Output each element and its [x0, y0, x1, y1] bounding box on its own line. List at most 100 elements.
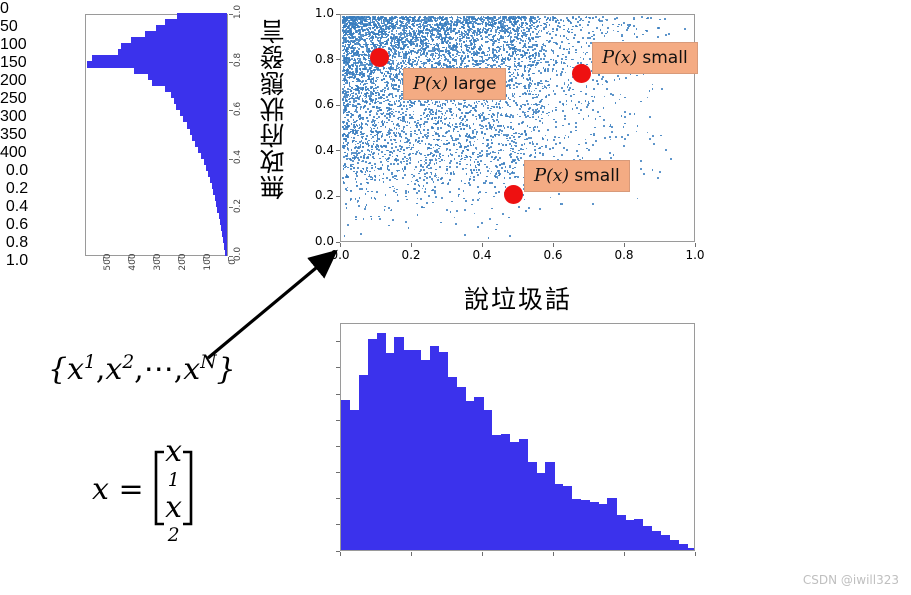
bottom-histogram-x-ticks: 0.0 0.2 0.4 0.6 0.8 1.0 — [0, 162, 911, 556]
bottom-histogram-y-tickmark — [336, 524, 340, 526]
bottom-histogram-bar — [607, 498, 617, 550]
formula-comma-1: , — [96, 352, 106, 387]
scatter-y-tick: 0.2 — [306, 188, 334, 202]
bottom-histogram-bar — [589, 501, 599, 550]
left-histogram-bar — [206, 164, 227, 171]
left-histogram-y-tickmark — [229, 61, 233, 63]
bottom-histogram-x-tick: 0.2 — [0, 180, 34, 198]
bottom-histogram-bar — [598, 504, 608, 550]
bottom-histogram-x-tickmark — [481, 552, 483, 556]
annotation-argument: (x) — [546, 166, 569, 186]
bottom-histogram-bar — [616, 515, 626, 550]
bottom-histogram-bar — [358, 375, 369, 550]
scatter-y-tick: 0.6 — [306, 97, 334, 111]
bottom-histogram-bar — [385, 352, 395, 550]
annotation-p-small-1: P(x) small — [592, 42, 698, 74]
bottom-histogram-y-tick: 400 — [0, 144, 32, 162]
left-histogram-bar — [121, 43, 227, 50]
left-histogram-bar — [117, 49, 227, 56]
bottom-histogram-y-tickmark — [336, 445, 340, 447]
formula-brace-open: { — [48, 352, 67, 387]
left-histogram-bar — [164, 19, 227, 26]
bottom-histogram-y-tickmark — [336, 367, 340, 369]
bottom-histogram-bar — [349, 410, 360, 550]
bottom-histogram-bar — [580, 499, 591, 550]
vector-lhs: x — [92, 472, 109, 507]
left-histogram-bar — [201, 152, 227, 159]
highlight-point — [369, 47, 389, 67]
bottom-histogram-bar — [341, 399, 351, 550]
bottom-histogram-x-tickmark — [694, 552, 696, 556]
annotation-text: small — [637, 48, 687, 68]
left-histogram-bar — [186, 121, 227, 129]
bottom-histogram-bar — [669, 539, 679, 550]
bottom-histogram-frame — [340, 323, 695, 551]
left-histogram-bar — [195, 140, 227, 147]
bottom-histogram-y-tick: 200 — [0, 72, 32, 90]
left-histogram-y-tick: 0.2 — [233, 196, 243, 216]
left-histogram-bar — [189, 127, 227, 135]
scatter-x-tick: 1.0 — [679, 248, 711, 262]
bottom-histogram-x-tickmark — [623, 552, 625, 556]
left-histogram-bar — [174, 97, 227, 105]
bottom-histogram-x-tickmark — [552, 552, 554, 556]
bottom-histogram-y-tickmark — [336, 472, 340, 473]
left-histogram-x-tickmark — [127, 257, 129, 261]
bottom-histogram-y-tick: 300 — [0, 108, 32, 126]
scatter-x-tickmark — [552, 243, 554, 247]
left-histogram-x-tick: 300 — [153, 252, 163, 272]
bottom-histogram-y-tick: 50 — [0, 18, 32, 36]
bottom-histogram-bar — [509, 441, 520, 550]
bottom-histogram-y-tickmark — [336, 419, 340, 421]
scatter-x-axis-label: 說垃圾話 — [464, 280, 572, 316]
left-histogram-bar — [220, 224, 227, 232]
scatter-y-tickmark — [336, 195, 340, 197]
left-histogram-bar — [221, 230, 227, 238]
left-histogram-bar — [177, 13, 227, 20]
left-histogram-bar — [214, 194, 227, 202]
left-histogram-bar — [87, 61, 227, 69]
left-histogram-bar — [216, 200, 227, 208]
scatter-y-axis-label: 無政府狀態發言 — [256, 18, 290, 200]
bottom-histogram-bar — [474, 396, 484, 550]
scatter-x-tickmark — [339, 243, 341, 247]
bottom-histogram-x-tick: 0.0 — [0, 162, 34, 180]
left-histogram-x-tickmark — [202, 257, 204, 261]
scatter-x-tickmark — [623, 243, 625, 247]
left-histogram-y-tick: 0.6 — [233, 99, 243, 119]
bottom-histogram-y-tick: 100 — [0, 36, 32, 54]
matrix-row1-x: x — [165, 434, 182, 470]
vector-equals: = — [118, 472, 143, 507]
matrix-bracket-right — [182, 450, 194, 532]
bottom-histogram-bar — [625, 520, 635, 550]
left-histogram-bar — [155, 25, 227, 32]
left-histogram-bar — [179, 109, 227, 117]
watermark: CSDN @iwill323 — [803, 573, 899, 587]
left-histogram-x-tickmark — [102, 257, 104, 261]
bottom-histogram-bar — [447, 377, 457, 550]
bottom-marginal-histogram — [340, 323, 695, 551]
bottom-histogram-y-tick: 350 — [0, 126, 32, 144]
left-histogram-bar — [130, 37, 227, 44]
annotation-p-large: P(x) large — [403, 68, 507, 100]
bottom-histogram-y-ticks: 0 50 100 150 200 250 300 350 400 — [0, 0, 911, 552]
formula-xN: x — [183, 352, 200, 387]
left-histogram-bar — [197, 146, 227, 153]
scatter-y-tick: 0.4 — [306, 143, 334, 157]
bottom-histogram-x-tickmark — [410, 552, 412, 556]
bottom-histogram-bar — [500, 433, 511, 550]
scatter-x-tickmark — [694, 243, 696, 247]
bottom-histogram-bar — [376, 332, 386, 550]
bottom-histogram-bar — [465, 400, 475, 550]
scatter-y-tickmark — [336, 59, 340, 61]
formula-x2: x — [105, 352, 122, 387]
scatter-y-tick: 0.8 — [306, 52, 334, 66]
scatter-y-tick: 0.0 — [306, 234, 334, 248]
bottom-histogram-y-tick: 150 — [0, 54, 32, 72]
left-histogram-x-tickmark — [152, 257, 154, 261]
scatter-x-tick: 0.6 — [537, 248, 569, 262]
scatter-y-tickmark — [336, 13, 340, 15]
left-histogram-x-tick: 500 — [103, 252, 113, 272]
